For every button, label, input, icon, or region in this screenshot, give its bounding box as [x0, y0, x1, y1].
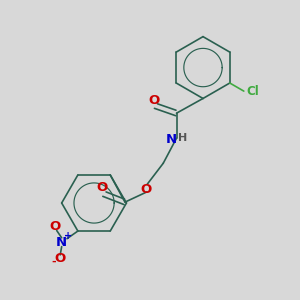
Text: O: O: [148, 94, 160, 107]
Text: +: +: [64, 231, 72, 241]
Text: O: O: [55, 252, 66, 265]
Text: Cl: Cl: [246, 85, 259, 98]
Text: N: N: [166, 133, 177, 146]
Text: H: H: [178, 133, 188, 142]
Text: O: O: [50, 220, 61, 233]
Text: N: N: [56, 236, 67, 249]
Text: -: -: [51, 256, 56, 266]
Text: O: O: [97, 182, 108, 194]
Text: O: O: [141, 183, 152, 196]
